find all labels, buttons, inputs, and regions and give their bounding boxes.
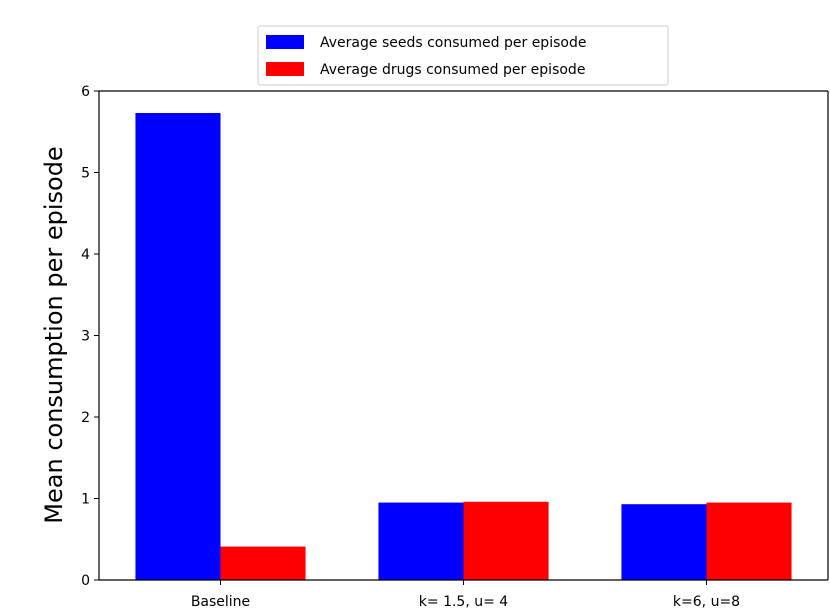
y-tick-label: 6 [81,84,90,100]
y-tick-label: 1 [81,492,90,508]
x-tick-label: Baseline [191,594,250,610]
legend-swatch-drugs [266,62,304,76]
bar-drugs-2 [706,502,792,580]
bars-layer [135,113,792,580]
bar-seeds-0 [135,113,221,580]
y-tick-label: 3 [81,329,90,345]
y-tick-label: 0 [81,573,90,589]
legend-box [257,25,669,86]
legend-label-drugs: Average drugs consumed per episode [320,62,585,78]
y-axis-title: Mean consumption per episode [40,146,68,523]
bar-seeds-2 [621,504,707,580]
y-tick-label: 2 [81,410,90,426]
legend-swatch-seeds [266,35,304,49]
ticks-layer: 0 1 2 3 4 5 6 Baseline k= 1.5, u= 4 k=6, u=8 [81,84,740,610]
legend-label-seeds: Average seeds consumed per episode [320,35,586,51]
y-tick-label: 4 [81,247,90,263]
y-tick-label: 5 [81,166,90,182]
legend: Average seeds consumed per episode Avera… [257,25,669,86]
bar-drugs-1 [463,501,549,580]
bar-seeds-1 [378,502,464,580]
x-tick-label: k= 1.5, u= 4 [419,594,509,610]
x-tick-label: k=6, u=8 [673,594,740,610]
bar-drugs-0 [220,546,306,580]
